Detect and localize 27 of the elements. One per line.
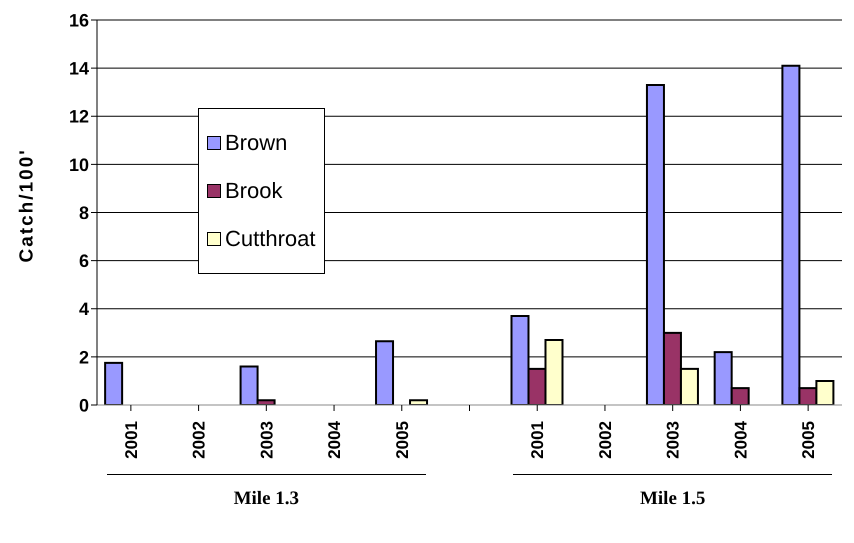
y-tick-label: 2 (78, 347, 89, 368)
x-tick-label: 2002 (596, 421, 615, 459)
legend-label: Cutthroat (225, 226, 316, 252)
x-tick-label: 2005 (799, 421, 818, 459)
x-tick-label: 2002 (190, 421, 209, 459)
y-axis-title: Catch/100' (16, 148, 38, 262)
y-tick-label: 16 (68, 10, 89, 30)
y-tick-label: 6 (78, 251, 89, 272)
x-tick-label: 2004 (731, 420, 750, 459)
y-tick-label: 10 (68, 154, 89, 175)
y-tick-label: 4 (78, 299, 89, 320)
y-tick-label: 8 (78, 202, 89, 223)
y-tick-label: 12 (68, 106, 89, 127)
x-tick-label: 2001 (122, 421, 141, 459)
legend-label: Brook (225, 178, 282, 204)
text: Mile 1.5 (638, 488, 706, 510)
x-tick-label: 2001 (528, 421, 548, 459)
y-tick-label: 0 (78, 395, 89, 416)
x-tick-label: 2004 (325, 420, 344, 459)
y-tick-label: 14 (68, 58, 89, 79)
bar (409, 399, 428, 405)
x-tick-label: 2005 (392, 421, 412, 459)
text: Mile 1.3 (232, 488, 300, 510)
legend-label: Brown (225, 130, 288, 156)
bar (104, 362, 124, 405)
x-tick-label: 2003 (257, 421, 276, 459)
x-tick-label: 2003 (664, 421, 683, 459)
